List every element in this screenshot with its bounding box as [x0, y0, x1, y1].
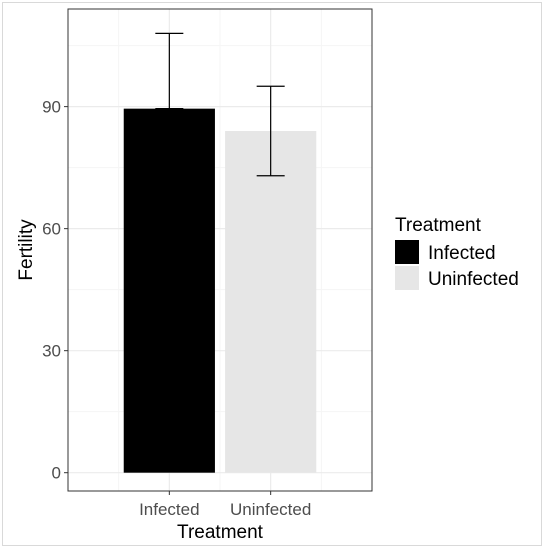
- panel-border: [67, 8, 373, 492]
- y-tick-label: 30: [42, 342, 61, 361]
- legend-key-swatch: [395, 266, 419, 290]
- bar-uninfected: [225, 131, 317, 473]
- bar-infected: [123, 108, 215, 473]
- y-axis-ticks: 0 30 60 90: [42, 98, 68, 483]
- y-tick-label: 90: [42, 98, 61, 117]
- grid-lines: [68, 9, 372, 491]
- legend-entry-label: Uninfected: [428, 269, 519, 290]
- error-bar-uninfected: [256, 85, 285, 177]
- y-axis-title: Fertility: [16, 219, 37, 281]
- legend-key-swatch: [395, 240, 419, 264]
- x-axis-ticks: Infected Uninfected: [139, 491, 311, 519]
- x-tick-label: Infected: [139, 500, 200, 519]
- y-tick-label: 0: [52, 464, 61, 483]
- y-tick-label: 60: [42, 220, 61, 239]
- legend-entry-infected: Infected: [395, 240, 496, 264]
- x-tick-label: Uninfected: [230, 500, 311, 519]
- legend-entry-label: Infected: [428, 243, 496, 264]
- legend-entries: Infected Uninfected: [395, 240, 519, 290]
- bars: [123, 108, 317, 473]
- legend: Treatment Infected Uninfected: [395, 215, 519, 290]
- legend-entry-uninfected: Uninfected: [395, 266, 519, 290]
- error-bars: [155, 32, 285, 177]
- legend-title: Treatment: [395, 215, 482, 236]
- error-bar-infected: [155, 32, 184, 110]
- x-axis-title: Treatment: [177, 522, 264, 543]
